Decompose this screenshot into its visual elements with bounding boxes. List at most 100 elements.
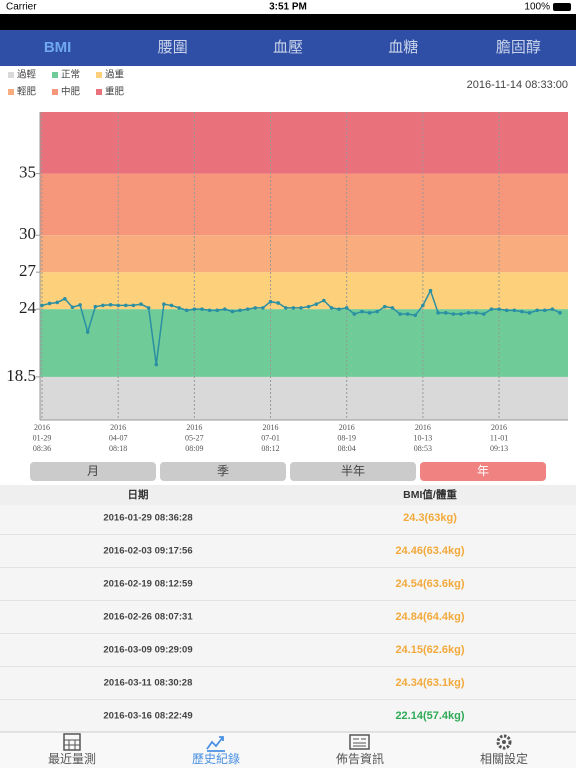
legend-label: 過重: [105, 69, 125, 81]
data-point: [85, 330, 90, 334]
x-tick-label: 01-29: [33, 433, 52, 442]
data-point: [451, 312, 456, 316]
bottom-tab-label[interactable]: 佈告資訊: [336, 751, 384, 766]
data-point: [489, 307, 494, 311]
data-point: [337, 307, 341, 311]
row-value[interactable]: 22.14(57.4kg): [395, 710, 464, 722]
clock: 3:51 PM: [269, 2, 307, 13]
legend-swatch: [96, 72, 102, 78]
segment-button[interactable]: [420, 462, 546, 481]
row-value[interactable]: 24.84(64.4kg): [395, 611, 464, 623]
band: [40, 272, 568, 310]
row-date[interactable]: 2016-01-29 08:36:28: [103, 513, 192, 524]
row-value[interactable]: 24.34(63.1kg): [395, 677, 464, 689]
row-value[interactable]: 24.3(63kg): [403, 512, 457, 524]
x-tick-label: 2016: [263, 423, 279, 432]
row-date[interactable]: 2016-03-09 09:29:09: [103, 645, 192, 656]
plot: 18.524273035201601-2908:36201604-0708:18…: [6, 112, 568, 453]
x-tick-label: 2016: [339, 423, 355, 432]
y-tick-label: 18.5: [6, 366, 36, 385]
legend-swatch: [52, 89, 58, 95]
data-point: [443, 311, 448, 315]
data-point: [542, 308, 547, 313]
bottom-tab-icon: [63, 733, 81, 751]
segment-label[interactable]: 半年: [341, 464, 365, 478]
row-value[interactable]: 24.46(63.4kg): [395, 545, 464, 557]
data-point: [253, 306, 258, 310]
y-tick-label: 24: [19, 298, 37, 317]
icon-chart: [206, 736, 225, 752]
row-date[interactable]: 2016-03-11 08:30:28: [104, 678, 193, 689]
x-tick-label: 08:36: [33, 444, 51, 453]
y-tick-label: 30: [19, 224, 36, 243]
timestamp: 2016-11-14 08:33:00: [467, 79, 568, 91]
row-date[interactable]: 2016-02-03 09:17:56: [103, 546, 192, 557]
segment-button[interactable]: [30, 462, 156, 481]
row-date[interactable]: 2016-03-16 08:22:49: [103, 711, 192, 722]
bottom-tab-icon: [206, 736, 225, 752]
segment-button[interactable]: [160, 462, 286, 481]
data-point: [390, 306, 395, 310]
icon-gear-hub: [502, 740, 506, 744]
segment-label[interactable]: 季: [217, 464, 229, 478]
y-tick-label: 35: [19, 163, 36, 182]
tab-bar: [0, 30, 576, 66]
data-point: [108, 303, 113, 307]
segment-button[interactable]: [290, 462, 416, 481]
data-point: [223, 307, 227, 311]
top-tab[interactable]: 血糖: [388, 39, 418, 56]
icon-calculator: [63, 733, 81, 751]
data-point: [55, 300, 60, 305]
data-point: [382, 304, 387, 309]
y-tick-label: 27: [19, 261, 37, 280]
table-header: 日期: [128, 488, 149, 501]
data-point: [512, 308, 517, 313]
data-point: [352, 312, 357, 316]
band: [40, 376, 568, 420]
top-tab[interactable]: 血壓: [273, 39, 303, 56]
legend-swatch: [8, 89, 14, 95]
row-value[interactable]: 24.54(63.6kg): [395, 578, 464, 590]
top-tab[interactable]: 膽固醇: [496, 39, 541, 56]
top-tab[interactable]: 腰圍: [158, 39, 188, 56]
data-point: [70, 305, 75, 310]
band: [40, 235, 568, 273]
bottom-tab-label[interactable]: 歷史紀錄: [192, 751, 240, 766]
data-point: [245, 307, 250, 311]
data-point: [101, 303, 105, 308]
legend-label: 輕肥: [17, 87, 37, 98]
data-point: [200, 307, 204, 311]
data-point: [413, 313, 418, 318]
x-tick-label: 2016: [34, 423, 50, 432]
x-tick-label: 08:09: [185, 444, 203, 453]
x-tick-label: 08:12: [261, 444, 279, 453]
row-date[interactable]: 2016-02-19 08:12:59: [103, 579, 192, 590]
bottom-tab-icon: [349, 734, 370, 750]
data-point: [459, 312, 463, 316]
data-point: [367, 311, 372, 315]
row-date[interactable]: 2016-02-26 08:07:31: [103, 612, 193, 623]
segment-label[interactable]: 月: [87, 464, 99, 478]
data-point: [93, 304, 98, 309]
data-point: [230, 309, 235, 314]
x-tick-label: 07-01: [261, 433, 280, 442]
data-point: [329, 306, 334, 310]
data-point: [520, 309, 524, 314]
data-point: [283, 306, 288, 310]
bottom-tab-label[interactable]: 最近量測: [48, 752, 96, 766]
band: [40, 173, 568, 236]
bottom-bar: [0, 732, 576, 768]
top-tab[interactable]: BMI: [44, 39, 72, 56]
legend-label: 過輕: [17, 69, 37, 81]
data-point: [504, 308, 509, 313]
data-point: [360, 309, 364, 314]
legend-label: 重肥: [105, 86, 125, 98]
data-point: [139, 302, 143, 306]
segment-label[interactable]: 年: [477, 464, 489, 478]
bottom-tab-label[interactable]: 相關設定: [480, 751, 528, 766]
data-point: [291, 306, 296, 310]
row-value[interactable]: 24.15(62.6kg): [395, 644, 464, 656]
battery-icon: [553, 3, 571, 11]
